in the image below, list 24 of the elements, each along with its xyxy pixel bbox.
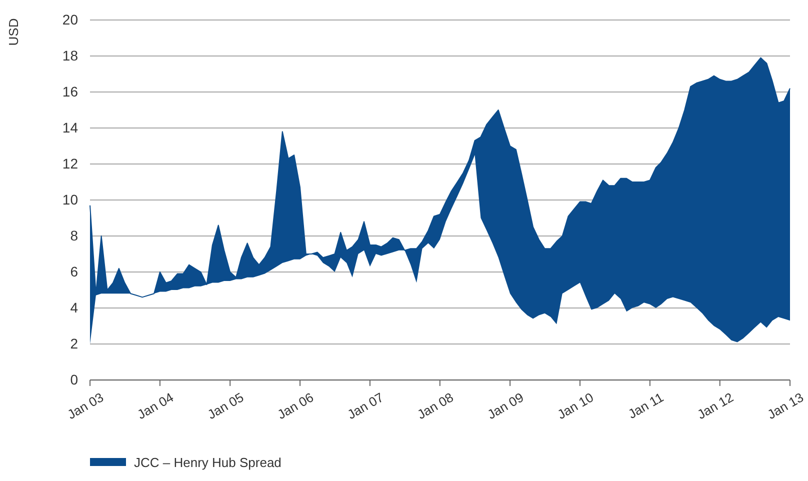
y-tick-label: 0	[70, 371, 78, 388]
y-tick-label: 16	[62, 83, 78, 100]
x-tick-label: Jan 04	[134, 390, 176, 422]
x-tick-label: Jan 13	[764, 390, 806, 422]
y-tick-label: 8	[70, 227, 78, 244]
y-tick-label: 4	[70, 299, 78, 316]
x-tick-label: Jan 05	[204, 390, 246, 422]
x-tick-label: Jan 10	[554, 390, 596, 422]
x-tick-label: Jan 03	[64, 390, 106, 422]
x-tick-label: Jan 07	[344, 390, 386, 422]
x-tick-label: Jan 12	[694, 390, 736, 422]
y-tick-label: 6	[70, 263, 78, 280]
y-tick-label: 10	[62, 191, 78, 208]
legend-label: JCC – Henry Hub Spread	[134, 455, 282, 470]
x-tick-label: Jan 08	[414, 390, 456, 422]
x-tick-label: Jan 11	[626, 390, 666, 422]
y-tick-label: 20	[62, 11, 78, 28]
y-tick-label: 12	[62, 155, 78, 172]
y-tick-label: 14	[62, 119, 78, 136]
y-axis-title: USD	[6, 18, 21, 46]
x-tick-label: Jan 09	[484, 390, 526, 422]
x-tick-label: Jan 06	[274, 390, 316, 422]
y-tick-label: 18	[62, 47, 78, 64]
y-tick-label: 2	[70, 335, 78, 352]
